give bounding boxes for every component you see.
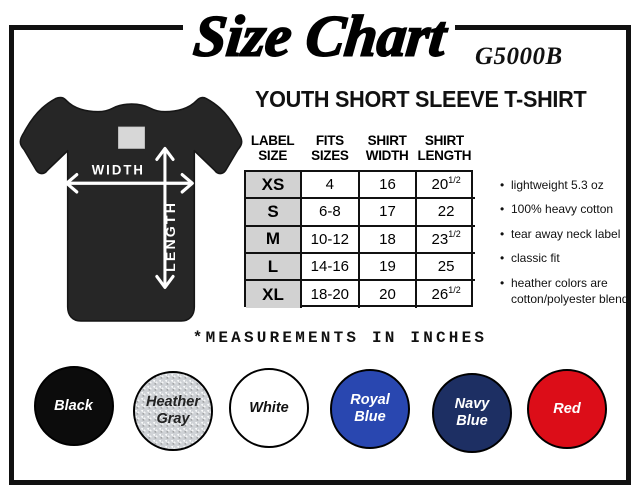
svg-text:WIDTH: WIDTH [92,162,145,177]
svg-text:LENGTH: LENGTH [163,201,177,272]
svg-text:Size Chart: Size Chart [191,4,451,69]
